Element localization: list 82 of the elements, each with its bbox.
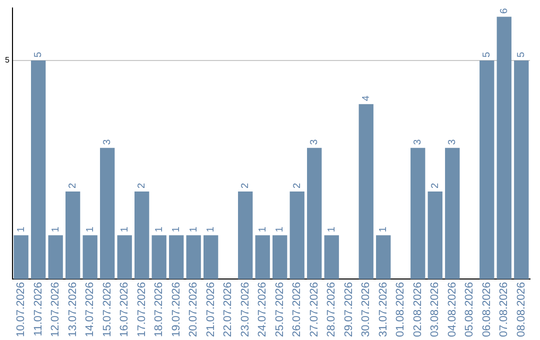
data-label: 2 — [430, 182, 441, 189]
x-tick-label: 12.07.2026 — [50, 282, 62, 338]
bar — [204, 235, 218, 279]
bar — [445, 148, 460, 279]
x-tick-label: 20.07.2026 — [188, 282, 200, 338]
bar — [272, 235, 288, 279]
data-label: 2 — [240, 182, 252, 189]
x-tick-label: 11.07.2026 — [32, 282, 44, 336]
x-tick-label: 27.07.2026 — [308, 282, 320, 338]
x-tick-label: 21.07.2026 — [204, 282, 217, 338]
x-tick-label: 13.07.2026 — [66, 282, 79, 338]
data-label: 1 — [188, 226, 200, 232]
bar — [169, 235, 184, 279]
data-label: 4 — [360, 95, 372, 102]
data-label: 1 — [274, 226, 286, 232]
bar — [117, 235, 132, 279]
x-tick-label: 30.07.2026 — [360, 282, 372, 338]
bar — [100, 148, 115, 279]
x-tick-label: 14.07.2026 — [84, 282, 96, 338]
x-tick-label: 19.07.2026 — [170, 282, 182, 338]
bar — [186, 235, 201, 279]
data-label: 1 — [84, 226, 96, 232]
data-label: 5 — [482, 51, 493, 58]
bar — [152, 235, 166, 279]
x-tick-label: 15.07.2026 — [101, 282, 114, 338]
data-label: 2 — [136, 182, 148, 189]
x-tick-label: 17.07.2026 — [136, 282, 148, 338]
data-label: 6 — [498, 8, 510, 14]
bar — [238, 192, 253, 279]
bar — [134, 192, 150, 279]
bar — [82, 235, 98, 279]
x-tick-label: 06.08.2026 — [480, 282, 493, 338]
bar — [376, 235, 391, 279]
data-label: 5 — [516, 51, 528, 58]
x-tick-label: 23.07.2026 — [239, 282, 252, 338]
data-label: 1 — [257, 226, 268, 232]
bar — [428, 192, 442, 279]
bar — [66, 192, 80, 279]
data-label: 1 — [171, 226, 182, 232]
x-tick-label: 03.08.2026 — [429, 282, 442, 338]
data-label: 1 — [378, 226, 390, 232]
bar — [30, 60, 46, 279]
x-tick-label: 22.07.2026 — [222, 282, 234, 338]
x-tick-label: 02.08.2026 — [412, 282, 424, 338]
x-tick-label: 16.07.2026 — [118, 282, 131, 338]
bar — [514, 60, 529, 279]
data-label: 1 — [50, 226, 62, 232]
bar — [290, 192, 304, 279]
bar — [307, 148, 322, 279]
bar — [496, 16, 512, 279]
x-tick-label: 29.07.2026 — [342, 282, 355, 338]
data-label: 1 — [326, 226, 338, 232]
x-tick-label: 18.07.2026 — [153, 282, 166, 338]
x-tick-label: 24.07.2026 — [256, 282, 269, 338]
x-tick-label: 07.08.2026 — [498, 282, 510, 338]
x-tick-label: 26.07.2026 — [291, 282, 304, 338]
x-tick-label: 04.08.2026 — [446, 282, 458, 338]
x-tick-label: 01.08.2026 — [394, 282, 407, 338]
x-tick-label: 10.07.2026 — [15, 282, 28, 338]
bar — [255, 235, 270, 279]
x-tick-label: 08.08.2026 — [515, 282, 528, 338]
bar — [14, 235, 28, 279]
data-label: 1 — [119, 226, 130, 232]
x-tick-label: 28.07.2026 — [326, 282, 338, 338]
bar — [358, 104, 374, 279]
data-label: 5 — [33, 51, 44, 58]
bar — [324, 235, 339, 279]
data-label: 3 — [102, 138, 114, 145]
x-tick-label: 25.07.2026 — [274, 282, 286, 338]
data-label: 1 — [16, 226, 27, 232]
x-tick-label: 31.07.2026 — [377, 282, 390, 338]
data-label: 3 — [309, 138, 320, 145]
data-label: 2 — [292, 182, 303, 189]
data-label: 3 — [412, 138, 424, 145]
data-label: 2 — [68, 182, 79, 189]
x-tick-label: 05.08.2026 — [464, 282, 476, 338]
data-label: 1 — [206, 226, 217, 232]
bar — [410, 148, 426, 279]
data-label: 1 — [154, 226, 165, 232]
bar — [48, 235, 63, 279]
bar — [480, 60, 494, 279]
data-label: 3 — [447, 138, 458, 145]
